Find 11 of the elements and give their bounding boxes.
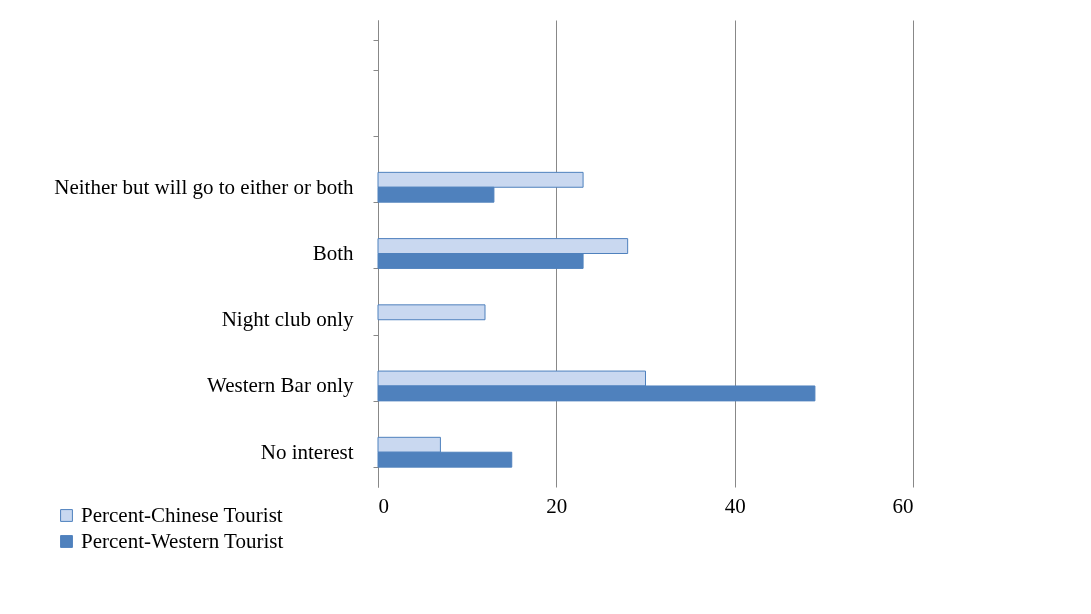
x-tick-label: 60 bbox=[892, 493, 914, 518]
y-tick-label: Night club only bbox=[221, 307, 354, 332]
x-tick-label: 20 bbox=[546, 493, 568, 518]
y-tick-label: Both bbox=[312, 241, 354, 265]
x-tick-label: 0 bbox=[378, 493, 389, 518]
y-tick-label: Neither but will go to either or both bbox=[54, 174, 354, 199]
legend-label: Percent-Western Tourist bbox=[81, 528, 284, 553]
y-tick-label: Western Bar only bbox=[207, 373, 354, 398]
legend-label: Percent-Chinese Tourist bbox=[81, 502, 283, 527]
x-tick-label: 40 bbox=[724, 493, 746, 518]
y-tick-label: No interest bbox=[260, 439, 354, 464]
